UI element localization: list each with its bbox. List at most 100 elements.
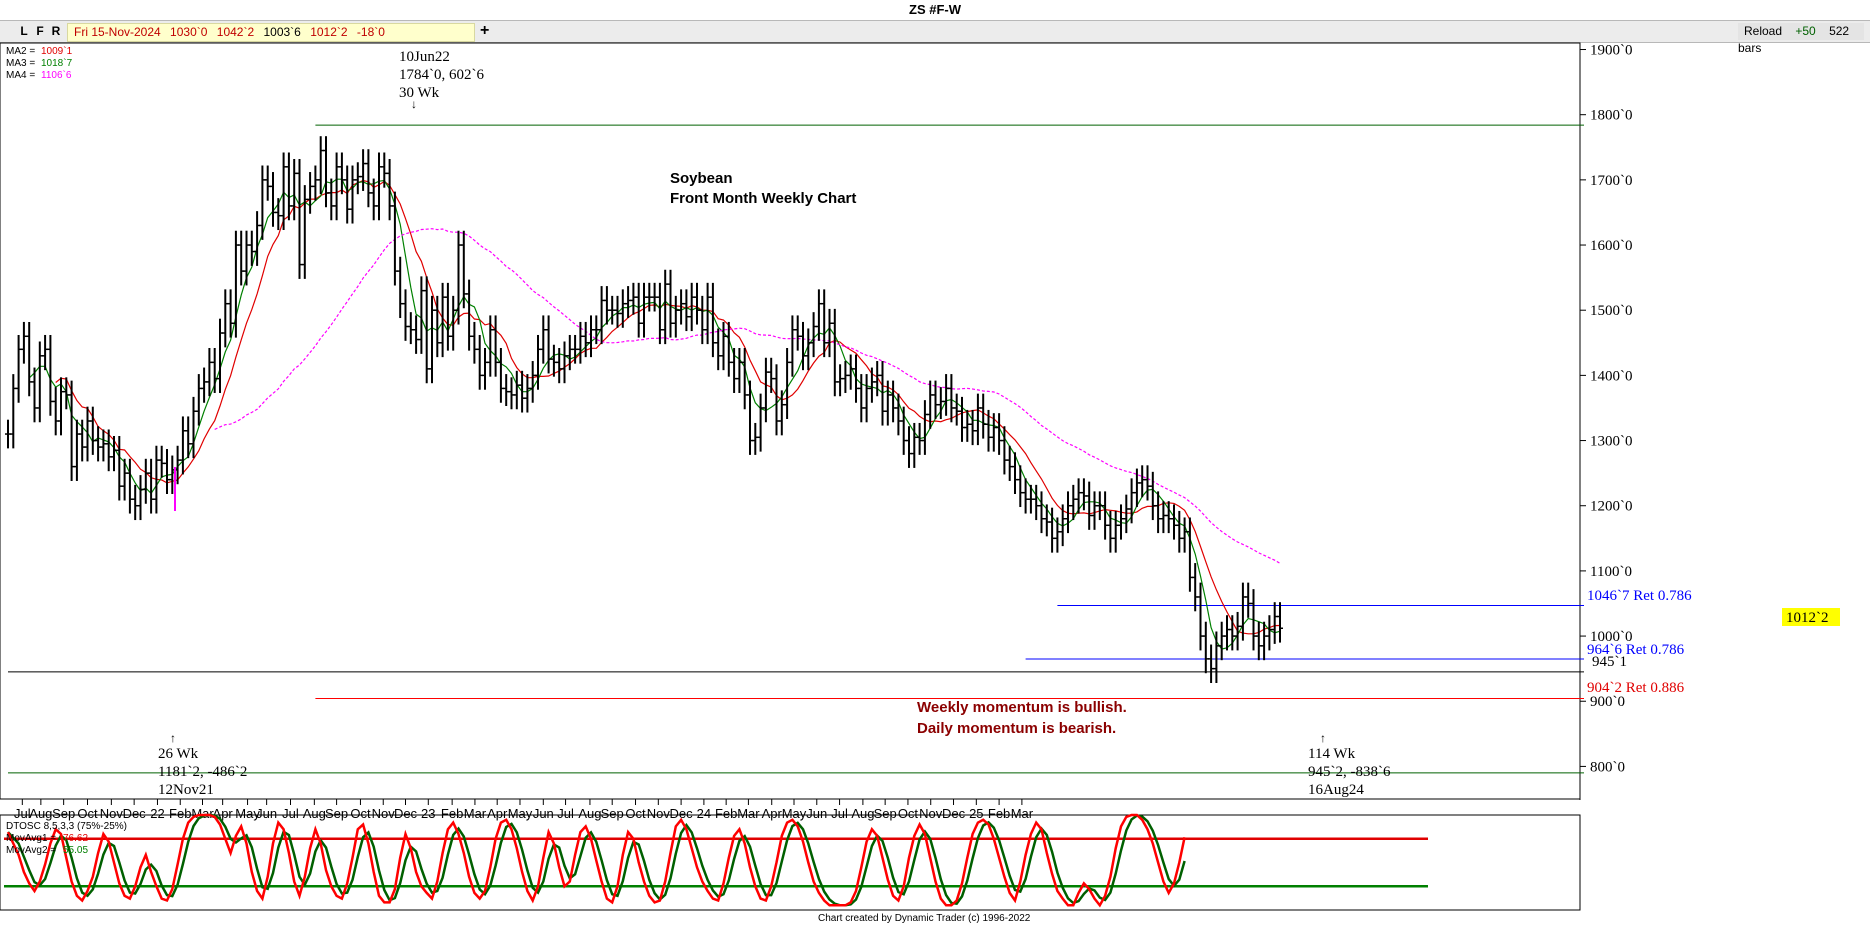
price-bars-layer (5, 136, 1283, 683)
toolbar-button-r[interactable]: R (51, 24, 61, 38)
x-tick-label: Nov (372, 806, 396, 821)
x-tick-label: Oct (350, 806, 371, 821)
y-tick-label: 1600`0 (1590, 238, 1633, 254)
x-tick-label: Sep (601, 806, 624, 821)
legend-ma2-label: MA2 = (6, 46, 35, 57)
y-tick-label: 1900`0 (1590, 43, 1633, 59)
y-tick-label: 1100`0 (1590, 564, 1632, 580)
y-axis: 1900`0 1800`0 1700`0 1600`0 1500`0 1400`0 1300… (1580, 43, 1633, 775)
y-tick-label: 1300`0 (1590, 434, 1633, 450)
x-tick-label: Sep (325, 806, 348, 821)
level-label-945: 945`1 (1592, 654, 1627, 670)
x-tick-label: 23 (421, 806, 435, 821)
window-title-bar: ZS #F-W (0, 0, 1870, 21)
x-tick-label: Dec (123, 806, 147, 821)
oscillator-pane-frame (0, 814, 1581, 911)
x-tick-label: Oct (77, 806, 98, 821)
osc-mov2-label: MovAvg2 = (6, 845, 56, 856)
readout-change: -18`0 (356, 25, 385, 39)
toolbar-button-f[interactable]: F (36, 24, 44, 38)
y-tick-label: 800`0 (1590, 759, 1625, 775)
osc-name: DTOSC 8,5,3,3 (75%-25%) (6, 821, 127, 832)
high-pivot-duration: 30 Wk (399, 85, 440, 101)
moving-average-ma2 (55, 179, 1281, 635)
x-tick-label: 24 (697, 806, 711, 821)
ret-label-1046: 1046`7 Ret 0.786 (1587, 588, 1692, 604)
x-tick-label: Jul (557, 806, 574, 821)
x-tick-label: Jun (256, 806, 277, 821)
x-tick-label: Oct (898, 806, 919, 821)
toolbar-button-l[interactable]: L (20, 24, 28, 38)
last-price-badge (1782, 608, 1840, 626)
x-tick-label: Aug (851, 806, 874, 821)
legend-ma2-value: 1009`1 (41, 45, 73, 57)
osc-mov1-label: MovAvg1 = (6, 833, 56, 844)
price-pane-frame (0, 42, 1581, 800)
readout-high: 1042`2 (216, 25, 255, 39)
x-tick-label: Mar (464, 806, 487, 821)
x-tick-label: Jun (533, 806, 554, 821)
crosshair-plus-icon[interactable]: + (480, 22, 490, 39)
low-pivot-1-price: 1181`2, -486`2 (158, 764, 247, 780)
momentum-line-1: Weekly momentum is bullish. (917, 699, 1127, 716)
x-tick-label: Nov (647, 806, 671, 821)
x-tick-label: May (508, 806, 533, 821)
footer-credit: Chart created by Dynamic Trader (c) 1996… (818, 913, 1031, 924)
y-tick-label: 1800`0 (1590, 108, 1633, 124)
y-tick-label: 1500`0 (1590, 303, 1633, 319)
legend-ma4-label: MA4 = (6, 70, 35, 81)
readout-open: 1030`0 (170, 25, 208, 39)
x-tick-label: Feb (715, 806, 737, 821)
osc-mov1-value: 76.62 (63, 833, 88, 844)
low-pivot-2-duration: 114 Wk (1308, 746, 1356, 762)
x-tick-label: 25 (969, 806, 983, 821)
high-pivot-date: 10Jun22 (399, 49, 450, 65)
readout-date: Fri 15-Nov-2024 (74, 25, 161, 39)
momentum-line-2: Daily momentum is bearish. (917, 720, 1116, 737)
y-tick-label: 1700`0 (1590, 173, 1633, 189)
x-tick-label: Apr (762, 806, 783, 821)
x-tick-label: Feb (169, 806, 191, 821)
moving-averages-layer (28, 178, 1281, 650)
low-pivot-1-duration: 26 Wk (158, 746, 199, 762)
osc-mov2-value: 55.05 (63, 845, 88, 856)
x-tick-label: Mar (191, 806, 214, 821)
reload-delta: +50 (1795, 24, 1816, 38)
x-tick-label: Aug (303, 806, 326, 821)
ret-label-904: 904`2 Ret 0.886 (1587, 680, 1685, 696)
low-pivot-1-arrow-icon: ↑ (170, 731, 176, 745)
y-tick-label: 1400`0 (1590, 368, 1633, 384)
readout-low: 1003`6 (263, 25, 301, 39)
low-pivot-2-date: 16Aug24 (1308, 782, 1364, 798)
high-pivot-arrow-icon: ↓ (411, 97, 417, 111)
x-tick-label: Aug (29, 806, 52, 821)
x-tick-label: Feb (988, 806, 1010, 821)
x-tick-label: Sep (52, 806, 75, 821)
x-tick-label: Nov (100, 806, 124, 821)
legend-ma4-value: 1106`6 (41, 69, 72, 81)
last-price-value: 1012`2 (1786, 610, 1829, 626)
legend-ma3-label: MA3 = (6, 58, 35, 69)
low-pivot-2-price: 945`2, -838`6 (1308, 764, 1391, 780)
x-tick-label: Oct (625, 806, 646, 821)
y-tick-label: 900`0 (1590, 694, 1625, 710)
low-pivot-2-arrow-icon: ↑ (1320, 731, 1326, 745)
x-tick-label: 22 (150, 806, 164, 821)
x-tick-label: Nov (919, 806, 943, 821)
x-tick-label: Dec (670, 806, 694, 821)
x-tick-label: Jul (831, 806, 848, 821)
x-tick-label: Jun (806, 806, 827, 821)
window-title: ZS #F-W (909, 2, 961, 17)
x-tick-label: Mar (737, 806, 760, 821)
x-tick-label: Mar (1011, 806, 1034, 821)
x-tick-label: Dec (394, 806, 418, 821)
chart-title-line-2: Front Month Weekly Chart (670, 190, 856, 207)
low-pivot-1-date: 12Nov21 (158, 782, 214, 798)
reload-button[interactable]: Reload (1744, 24, 1783, 38)
x-tick-label: May (235, 806, 260, 821)
moving-average-ma4 (214, 228, 1281, 564)
y-tick-label: 1000`0 (1590, 629, 1633, 645)
x-tick-label: Feb (441, 806, 463, 821)
